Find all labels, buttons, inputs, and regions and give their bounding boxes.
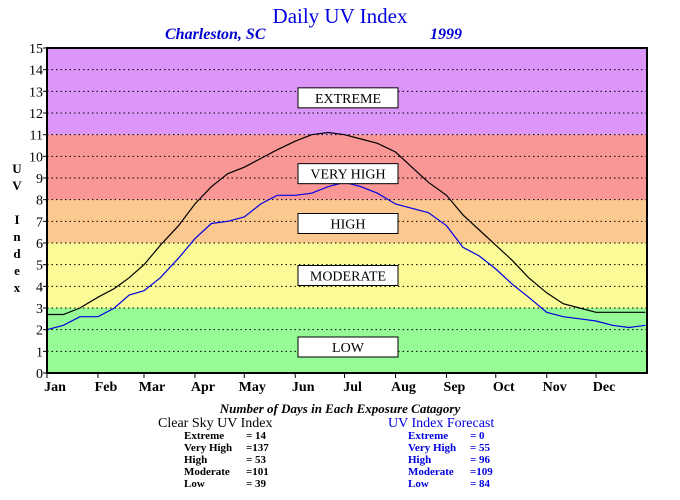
x-tick-label: Apr: [191, 380, 215, 395]
summary-row-value: = 14: [246, 430, 266, 442]
summary-caption: Number of Days in Each Exposure Catagory: [0, 401, 680, 417]
summary-row-label: Low: [408, 478, 470, 490]
summary-row: Very High = 55: [408, 442, 493, 454]
summary-row: Moderate =101: [184, 466, 269, 478]
band-label: MODERATE: [310, 270, 386, 285]
y-tick-label: 4: [36, 280, 43, 295]
summary-row-value: =137: [246, 442, 269, 454]
summary-row-value: = 55: [470, 442, 490, 454]
summary-row-value: = 96: [470, 454, 490, 466]
y-tick-label: 15: [29, 42, 43, 57]
x-tick-label: Aug: [391, 380, 416, 395]
summary-row: Very High =137: [184, 442, 269, 454]
x-tick-label: Mar: [139, 380, 165, 395]
clear-sky-table: Extreme = 14 Very High =137 High = 53 Moderate…: [184, 430, 269, 490]
y-tick-label: 6: [36, 237, 43, 252]
y-tick-label: 0: [36, 367, 43, 382]
summary-row-label: Extreme: [184, 430, 246, 442]
y-tick-label: 14: [29, 64, 43, 79]
summary-row-value: = 0: [470, 430, 485, 442]
summary-row-label: High: [184, 454, 246, 466]
summary-row: Extreme = 0: [408, 430, 493, 442]
summary-row: Moderate =109: [408, 466, 493, 478]
x-tick-label: Jan: [44, 380, 66, 395]
x-tick-label: Jun: [292, 380, 315, 395]
x-tick-label: Sep: [444, 380, 466, 395]
summary-row-value: = 84: [470, 478, 490, 490]
summary-row-label: Moderate: [408, 466, 470, 478]
x-tick-label: Oct: [493, 380, 515, 395]
summary-row-label: High: [408, 454, 470, 466]
x-tick-label: Jul: [343, 380, 362, 395]
summary-row-value: =109: [470, 466, 493, 478]
y-tick-label: 8: [36, 194, 43, 209]
y-tick-label: 13: [29, 85, 43, 100]
summary-row-value: =101: [246, 466, 269, 478]
summary-row-label: Low: [184, 478, 246, 490]
summary-row-value: = 53: [246, 454, 266, 466]
band-label: EXTREME: [315, 92, 381, 107]
summary-row-label: Moderate: [184, 466, 246, 478]
y-tick-label: 12: [29, 107, 43, 122]
summary-row-label: Extreme: [408, 430, 470, 442]
summary-row-value: = 39: [246, 478, 266, 490]
summary-row-label: Very High: [184, 442, 246, 454]
y-tick-label: 3: [36, 302, 43, 317]
x-tick-label: Feb: [95, 380, 118, 395]
y-tick-label: 1: [36, 345, 43, 360]
summary-row: High = 53: [184, 454, 269, 466]
summary-row: Low = 39: [184, 478, 269, 490]
x-tick-label: Nov: [543, 380, 567, 395]
band-label: LOW: [332, 341, 365, 356]
summary-row-label: Very High: [408, 442, 470, 454]
forecast-table: Extreme = 0 Very High = 55 High = 96 Moderate =…: [408, 430, 493, 490]
x-tick-label: Dec: [593, 380, 616, 395]
summary-row: Low = 84: [408, 478, 493, 490]
y-tick-label: 11: [30, 129, 43, 144]
band-label: VERY HIGH: [310, 168, 385, 183]
y-tick-label: 2: [36, 324, 43, 339]
summary-row: High = 96: [408, 454, 493, 466]
x-tick-label: May: [239, 380, 266, 395]
y-tick-label: 5: [36, 259, 43, 274]
band-label: HIGH: [331, 218, 366, 233]
y-tick-label: 9: [36, 172, 43, 187]
y-tick-label: 10: [29, 150, 43, 165]
summary-row: Extreme = 14: [184, 430, 269, 442]
y-tick-label: 7: [36, 215, 43, 230]
